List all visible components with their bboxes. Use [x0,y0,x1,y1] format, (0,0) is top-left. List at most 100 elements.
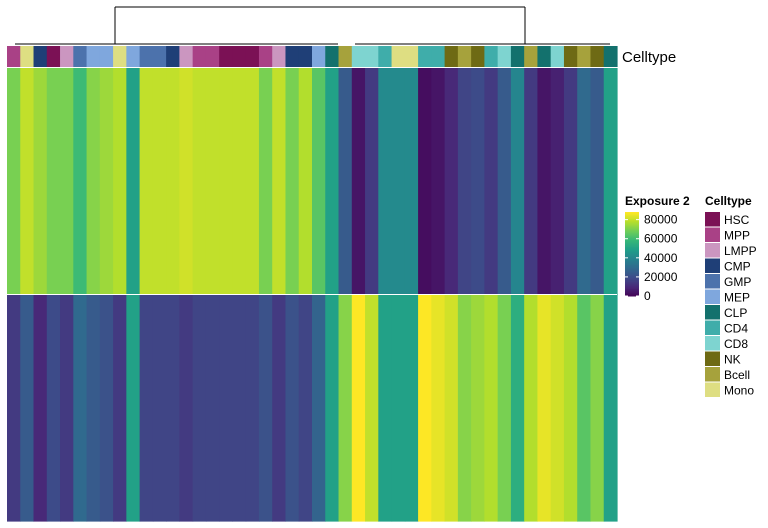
colorbar-tick-label: 80000 [644,213,678,227]
heatmap-cell [312,68,326,296]
annotation-cell [457,46,472,67]
legend-swatch-clp [705,305,720,320]
colorbar-segment [625,226,639,228]
legend-label-gmp: GMP [724,275,751,289]
heatmap-cell [272,294,287,522]
annotation-cell [73,46,88,67]
heatmap-cell [524,68,539,296]
annotation-cell [20,46,35,67]
heatmap-cell [537,294,552,522]
heatmap-cell [166,294,180,522]
heatmap-cell [20,294,35,522]
heatmap-cell [577,68,592,296]
colorbar-segment [625,247,639,249]
heatmap-cell [312,294,326,522]
colorbar-segment [625,258,639,261]
annotation-cell [378,46,393,67]
colorbar-segment [625,276,639,279]
annotation-cell [431,46,446,67]
colorbar-segment [625,227,639,230]
heatmap-cell [577,294,592,522]
colorbar-segment [625,270,639,273]
heatmap-cell [245,294,260,522]
celltype-annotation-bar [7,46,618,67]
heatmap-cell [7,294,21,522]
column-dendrogram [15,6,610,45]
annotation-cell [60,46,74,67]
heatmap-cell [338,294,353,522]
legend-swatch-nk [705,351,720,366]
heatmap-cell [444,294,459,522]
annotation-cell [391,46,406,67]
heatmap-cell [179,68,194,296]
annotation-cell [113,46,127,67]
heatmap-cell [325,68,340,296]
heatmap-cell [152,294,167,522]
colorbar-segment [625,266,639,269]
colorbar-segment [625,219,639,221]
legend-label-hsc: HSC [724,213,750,227]
annotation-cell [497,46,512,67]
heatmap-cell [73,294,88,522]
colorbar-segment [625,241,639,244]
legend-swatch-cd8 [705,336,720,351]
annotation-cell [471,46,485,67]
heatmap-cell [126,68,141,296]
colorbar-segment [625,244,639,247]
colorbar-segment [625,212,639,214]
colorbar-segment [625,251,639,254]
heatmap-cell [219,294,234,522]
annotation-cell [325,46,340,67]
colorbar-segment [625,262,639,265]
annotation-cell [524,46,539,67]
heatmap-cell [166,68,180,296]
annotation-cell [33,46,48,67]
heatmap-cell [325,294,340,522]
colorbar-segment [625,265,639,268]
heatmap-cell [550,68,565,296]
legend-label-bcell: Bcell [724,368,750,382]
heatmap-cell [338,68,353,296]
heatmap-cell [285,294,300,522]
legend-label-lmpp: LMPP [724,244,757,258]
colorbar-segment [625,254,639,256]
heatmap-cell [205,294,220,522]
heatmap-cell [258,294,273,522]
colorbar-segment [625,286,639,289]
heatmap-cell [152,68,167,296]
heatmap-cell [298,294,313,522]
heatmap-cell [603,68,618,296]
colorbar-segment [625,231,639,234]
colorbar-tick-label: 60000 [644,232,678,246]
heatmap-cell [86,294,101,522]
annotation-cell [245,46,260,67]
heatmap-cell [391,68,406,296]
heatmap-cell [418,68,432,296]
colorbar-segment [625,233,639,235]
annotation-cell [577,46,592,67]
annotation-cell [258,46,273,67]
colorbar-segment [625,287,639,290]
heatmap-cell [471,68,485,296]
heatmap-cell [99,68,114,296]
heatmap-cell [590,68,605,296]
colorbar-segment [625,284,639,287]
annotation-cell [590,46,605,67]
annotation-cell [86,46,101,67]
annotation-cell [232,46,247,67]
heatmap-cell [510,294,525,522]
heatmap-cell [139,68,154,296]
heatmap-cell [60,68,74,296]
colorbar-segment [625,228,639,231]
colorbar-segment [625,245,639,248]
heatmap-cell [33,294,48,522]
colorbar-segment [625,216,639,219]
annotation-cell [7,46,21,67]
colorbar-segment [625,220,639,223]
heatmap-cell [378,68,393,296]
legend-swatch-lmpp [705,243,720,258]
heatmap-cell [232,68,247,296]
colorbar-segment [625,223,639,226]
